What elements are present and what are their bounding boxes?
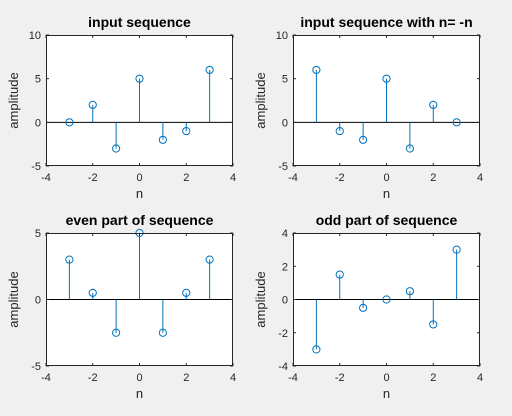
x-tick-label: 2	[430, 172, 436, 184]
y-tick-label: 0	[282, 295, 288, 307]
x-tick-label: -4	[288, 172, 298, 184]
stem-marker	[312, 65, 321, 75]
subplot-2: -4 -2 0 2 4 -5 0 5 10 input sequence with n= -n n a…	[253, 14, 483, 201]
stem-marker	[452, 245, 461, 254]
stem-marker	[335, 270, 344, 279]
stem-marker	[65, 118, 74, 127]
x-tick-label: 4	[230, 372, 236, 384]
x-axis-label: n	[383, 186, 390, 201]
x-tick-label: 4	[230, 172, 236, 184]
y-tick-label: -2	[278, 328, 288, 340]
stem-marker	[135, 74, 144, 83]
y-tick-label: 0	[35, 117, 41, 129]
y-tick-label: 5	[35, 228, 41, 240]
y-tick-label: 5	[35, 74, 41, 86]
x-axis-label: n	[136, 386, 143, 401]
x-tick-label: 0	[383, 172, 389, 184]
stem-marker	[405, 287, 414, 296]
stem-marker	[429, 320, 438, 329]
stem-marker	[112, 144, 121, 153]
subplot-title: input sequence with n= -n	[300, 14, 472, 30]
subplot-title: odd part of sequence	[316, 212, 458, 228]
x-tick-label: -2	[88, 372, 98, 384]
stem-marker	[88, 288, 97, 297]
y-axis-label: amplitude	[253, 271, 268, 327]
x-tick-label: 0	[136, 372, 142, 384]
stem-marker	[382, 74, 391, 83]
stem-marker	[359, 303, 368, 312]
y-axis-label: amplitude	[6, 271, 21, 327]
stem-marker	[65, 255, 74, 264]
y-tick-label: 0	[282, 117, 288, 129]
stem-marker	[405, 144, 414, 153]
stem-marker	[429, 100, 438, 109]
stem-marker	[112, 328, 121, 337]
stem-marker	[158, 328, 167, 337]
x-tick-label: -2	[88, 172, 98, 184]
y-tick-label: 10	[29, 30, 41, 42]
subplot-3: -4 -2 0 2 4 -5 0 5 even part of sequence n amplitu…	[6, 212, 236, 401]
y-tick-label: -4	[278, 361, 288, 373]
stem-marker	[88, 100, 97, 109]
x-tick-label: -2	[335, 172, 345, 184]
subplot-title: input sequence	[88, 14, 191, 30]
x-tick-label: 2	[430, 372, 436, 384]
x-tick-label: 0	[136, 172, 142, 184]
stem-marker	[382, 295, 391, 304]
subplot-title: even part of sequence	[66, 212, 214, 228]
x-tick-label: -2	[335, 372, 345, 384]
y-tick-label: 4	[282, 228, 288, 240]
subplot-1: -4 -2 0 2 4 -5 0 5 10 input sequence n amplitude	[6, 14, 236, 201]
x-tick-label: 2	[183, 172, 189, 184]
stem-marker	[335, 126, 344, 136]
x-tick-label: -4	[41, 172, 51, 184]
stem-marker	[182, 288, 191, 297]
y-tick-label: 0	[35, 295, 41, 307]
y-axis-label: amplitude	[253, 72, 268, 128]
x-tick-label: 0	[383, 372, 389, 384]
x-tick-label: -4	[41, 372, 51, 384]
stem-marker	[205, 65, 214, 75]
y-tick-label: -5	[278, 161, 288, 173]
y-axis-label: amplitude	[6, 72, 21, 128]
y-tick-label: -5	[31, 161, 41, 173]
x-axis-label: n	[383, 386, 390, 401]
y-tick-label: 5	[282, 74, 288, 86]
stem-marker	[182, 126, 191, 136]
x-tick-label: 4	[477, 372, 483, 384]
y-tick-label: -5	[31, 361, 41, 373]
stem-marker	[205, 255, 214, 264]
y-tick-label: 2	[282, 261, 288, 273]
stem-marker	[452, 118, 461, 127]
stem-marker	[359, 135, 368, 144]
x-tick-label: 4	[477, 172, 483, 184]
stem-marker	[158, 135, 167, 144]
subplot-4: -4 -2 0 2 4 -4 -2 0 2 4 odd part of sequence n ampli…	[253, 212, 483, 401]
x-tick-label: 2	[183, 372, 189, 384]
x-tick-label: -4	[288, 372, 298, 384]
x-axis-label: n	[136, 186, 143, 201]
y-tick-label: 10	[276, 30, 288, 42]
stem-marker	[312, 345, 321, 354]
